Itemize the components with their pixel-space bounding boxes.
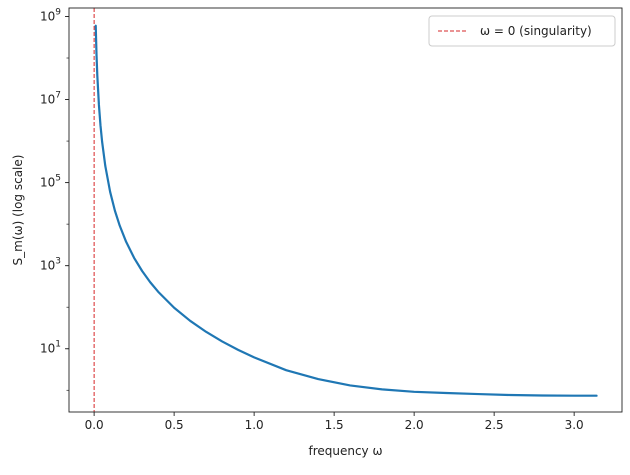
plot-area bbox=[69, 8, 622, 412]
x-tick-label: 3.0 bbox=[565, 418, 584, 432]
x-tick-label: 0.5 bbox=[165, 418, 184, 432]
legend-label-singularity: ω = 0 (singularity) bbox=[480, 24, 592, 38]
legend-box bbox=[428, 15, 616, 47]
series-line-spectrum bbox=[94, 24, 598, 397]
x-tick-label: 1.0 bbox=[245, 418, 264, 432]
chart-marks bbox=[93, 8, 598, 412]
y-tick-label: 105 bbox=[40, 174, 61, 190]
x-axis-label: frequency ω bbox=[308, 444, 382, 458]
x-tick-label: 1.5 bbox=[325, 418, 344, 432]
y-axis-label: S_m(ω) (log scale) bbox=[11, 155, 25, 266]
x-tick-label: 2.0 bbox=[405, 418, 424, 432]
x-tick-label: 2.5 bbox=[485, 418, 504, 432]
y-tick-label: 101 bbox=[40, 340, 61, 356]
y-tick-label: 107 bbox=[40, 91, 61, 107]
x-tick-label: 0.0 bbox=[85, 418, 104, 432]
y-tick-label: 109 bbox=[40, 7, 61, 23]
legend: ω = 0 (singularity) bbox=[428, 15, 616, 47]
plot-frame bbox=[68, 7, 623, 413]
y-tick-label: 103 bbox=[40, 257, 61, 273]
